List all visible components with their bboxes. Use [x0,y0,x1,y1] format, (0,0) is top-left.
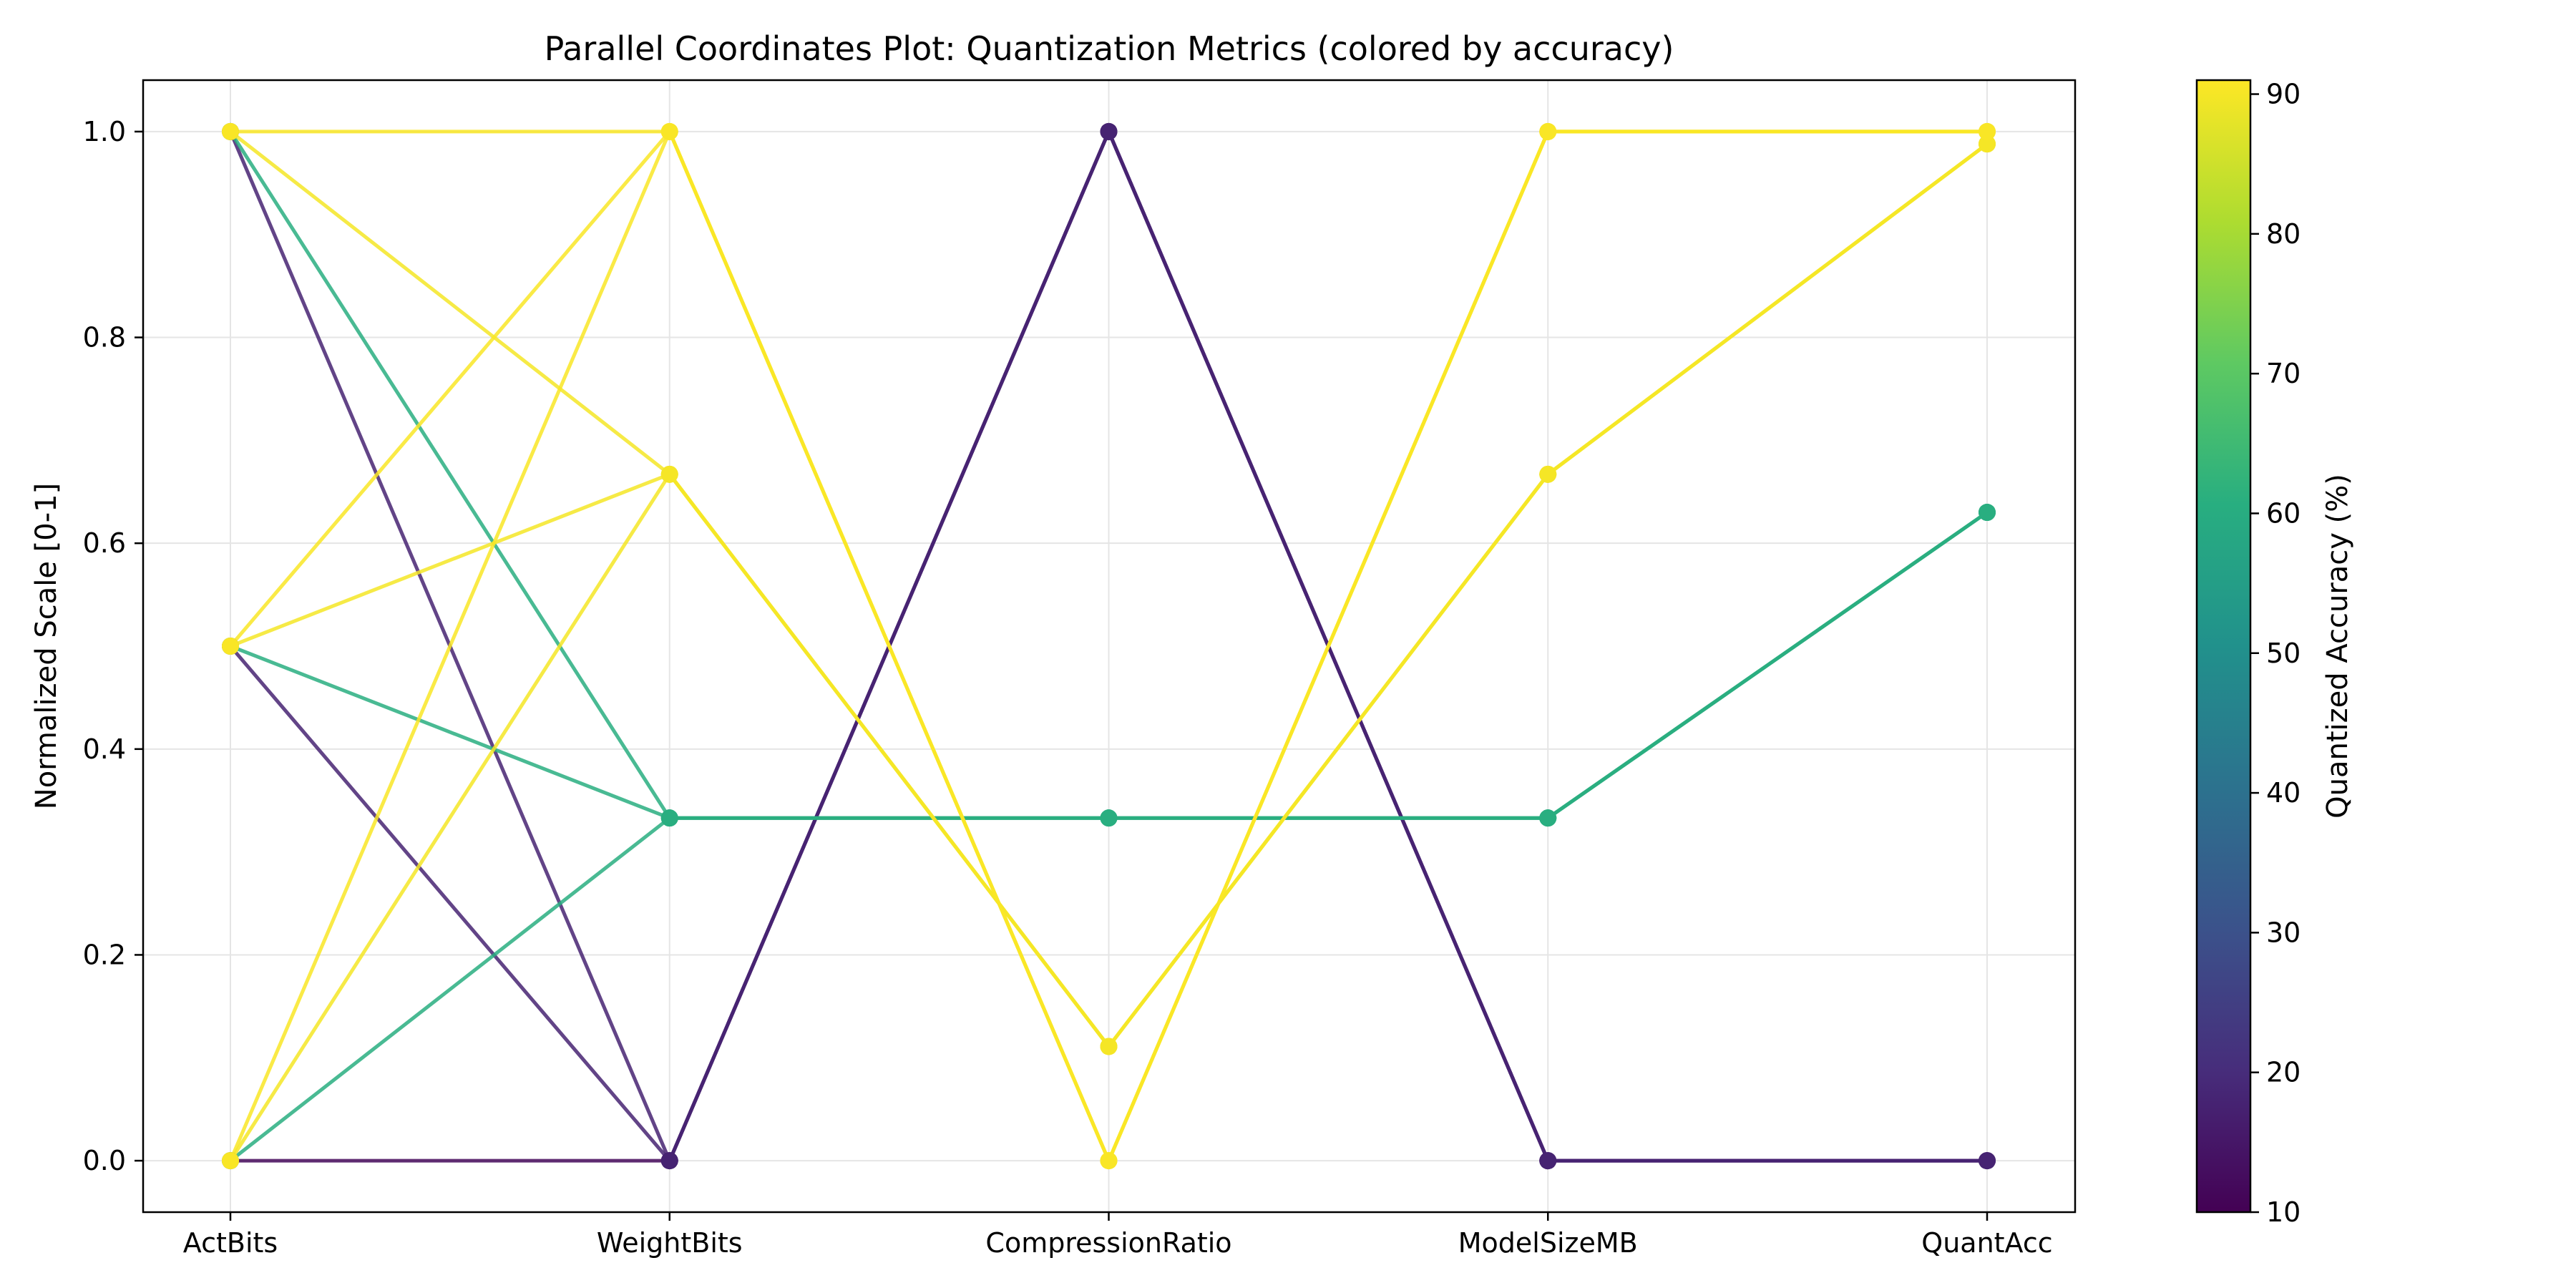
data-point [660,1152,678,1170]
data-point [1100,1152,1118,1170]
colorbar-tick-label: 80 [2266,218,2301,250]
colorbar-tick-label: 90 [2266,79,2301,110]
data-point [1539,465,1557,483]
data-point [1979,135,1996,153]
data-point [222,638,239,655]
y-tick-label: 0.0 [83,1145,126,1176]
colorbar-tick-label: 60 [2266,497,2301,529]
y-tick-label: 1.0 [83,116,126,147]
data-point [1539,1152,1557,1170]
y-tick-label: 0.4 [83,733,126,765]
x-tick-label: QuantAcc [1921,1227,2052,1259]
data-point [1539,809,1557,827]
data-point [1539,122,1557,140]
data-point [660,122,678,140]
y-tick-label: 0.6 [83,527,126,559]
data-point [1979,122,1996,140]
data-point [1979,1152,1996,1170]
colorbar-tick-label: 70 [2266,358,2301,389]
colorbar-tick-label: 20 [2266,1057,2301,1088]
colorbar: 10 20 30 40 50 60 70 80 90 Quantized Accuracy (%… [2195,79,2354,1228]
x-tick-label: ModelSizeMB [1458,1227,1638,1259]
data-point [1100,122,1118,140]
data-point [222,122,239,140]
data-point [1100,1038,1118,1055]
series-points [222,122,1996,1170]
y-axis-label: Normalized Scale [0-1] [30,483,63,809]
colorbar-label: Quantized Accuracy (%) [2321,474,2354,819]
colorbar-gradient [2195,79,2252,1214]
data-point [1100,809,1118,827]
y-tick-label: 0.2 [83,939,126,970]
x-axis: ActBits WeightBits CompressionRatio ModelSi… [183,1212,2053,1259]
colorbar-ticks: 10 20 30 40 50 60 70 80 90 [2250,79,2301,1228]
y-tick-label: 0.8 [83,322,126,353]
colorbar-tick-label: 10 [2266,1196,2301,1228]
data-point [222,1152,239,1170]
colorbar-tick-label: 50 [2266,638,2301,669]
colorbar-tick-label: 30 [2266,917,2301,948]
y-axis: 0.0 0.2 0.4 0.6 0.8 1.0 [83,116,143,1176]
x-tick-label: WeightBits [597,1227,743,1259]
data-point [1979,504,1996,522]
x-tick-label: CompressionRatio [985,1227,1231,1259]
data-point [660,465,678,483]
chart-title: Parallel Coordinates Plot: Quantization … [545,29,1674,68]
x-tick-label: ActBits [183,1227,278,1259]
colorbar-tick-label: 40 [2266,777,2301,809]
data-point [660,809,678,827]
